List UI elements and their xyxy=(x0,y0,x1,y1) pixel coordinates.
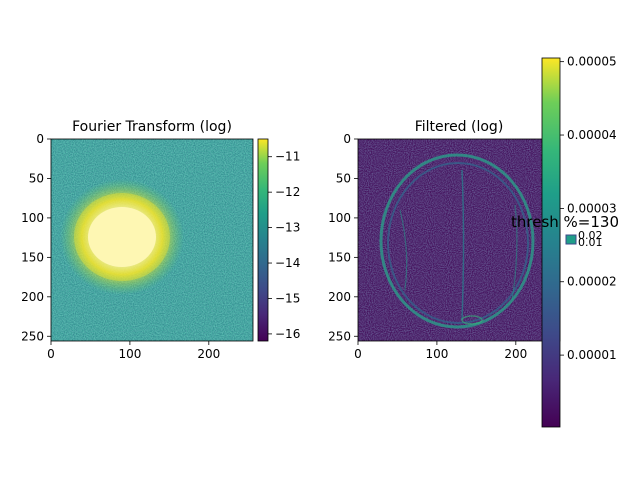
x-tick-label: 200 xyxy=(197,347,220,361)
y-tick-label: 50 xyxy=(336,171,351,185)
threshold-slider[interactable]: thresh %=130 0.02 0.01 xyxy=(511,213,619,249)
filtered-y-axis: 0 50 100 150 200 250 xyxy=(328,132,358,343)
colorbar-tick-label: 0.00003 xyxy=(567,201,617,215)
x-tick-label: 0 xyxy=(47,347,55,361)
colorbar-tick-label: −16 xyxy=(275,327,300,341)
y-tick-label: 150 xyxy=(328,250,351,264)
filtered-colorbar-ticks: 0.00005 0.00004 0.00003 0.00002 0.00001 xyxy=(560,55,617,362)
filtered-colorbar: 0.00005 0.00004 0.00003 0.00002 0.00001 xyxy=(541,55,617,428)
threshold-slider-tick-upper: 0.02 xyxy=(578,229,603,242)
fourier-panel: Fourier Transform (log) 0 100 200 0 50 100 15… xyxy=(21,119,300,361)
y-tick-label: 50 xyxy=(29,171,44,185)
fourier-y-axis: 0 50 100 150 200 250 xyxy=(21,132,51,343)
y-tick-label: 0 xyxy=(343,132,351,146)
y-tick-label: 100 xyxy=(328,211,351,225)
fourier-x-axis: 0 100 200 xyxy=(47,341,220,361)
threshold-slider-handle[interactable] xyxy=(565,234,577,245)
colorbar-tick-label: −11 xyxy=(275,150,300,164)
y-tick-label: 200 xyxy=(328,290,351,304)
threshold-slider-label: thresh %=130 xyxy=(511,213,619,231)
filtered-title: Filtered (log) xyxy=(415,119,504,135)
fourier-colorbar-ticks: −11 −12 −13 −14 −15 −16 xyxy=(268,150,300,341)
x-tick-label: 0 xyxy=(354,347,362,361)
filtered-panel: Filtered (log) 0 100 200 0 50 100 150 200 250 0… xyxy=(328,55,617,428)
colorbar-tick-label: 0.00002 xyxy=(567,275,617,289)
colorbar-tick-label: −12 xyxy=(275,185,300,199)
colorbar-tick-label: −15 xyxy=(275,291,300,305)
y-tick-label: 250 xyxy=(21,329,44,343)
fourier-title: Fourier Transform (log) xyxy=(72,119,232,135)
colorbar-tick-label: −14 xyxy=(275,256,300,270)
y-tick-label: 150 xyxy=(21,250,44,264)
fourier-heatmap xyxy=(51,139,253,341)
colorbar-tick-label: −13 xyxy=(275,221,300,235)
filtered-x-axis: 0 100 200 xyxy=(354,341,527,361)
colorbar-tick-label: 0.00005 xyxy=(567,55,617,69)
x-tick-label: 200 xyxy=(504,347,527,361)
x-tick-label: 100 xyxy=(425,347,448,361)
y-tick-label: 0 xyxy=(36,132,44,146)
filtered-heatmap xyxy=(358,139,560,341)
x-tick-label: 100 xyxy=(118,347,141,361)
threshold-slider-tick-lower: 0.01 xyxy=(578,236,603,249)
colorbar-tick-label: 0.00004 xyxy=(567,128,617,142)
y-tick-label: 250 xyxy=(328,329,351,343)
y-tick-label: 100 xyxy=(21,211,44,225)
colorbar-tick-label: 0.00001 xyxy=(567,348,617,362)
fourier-colorbar: −11 −12 −13 −14 −15 −16 xyxy=(257,138,300,342)
y-tick-label: 200 xyxy=(21,290,44,304)
